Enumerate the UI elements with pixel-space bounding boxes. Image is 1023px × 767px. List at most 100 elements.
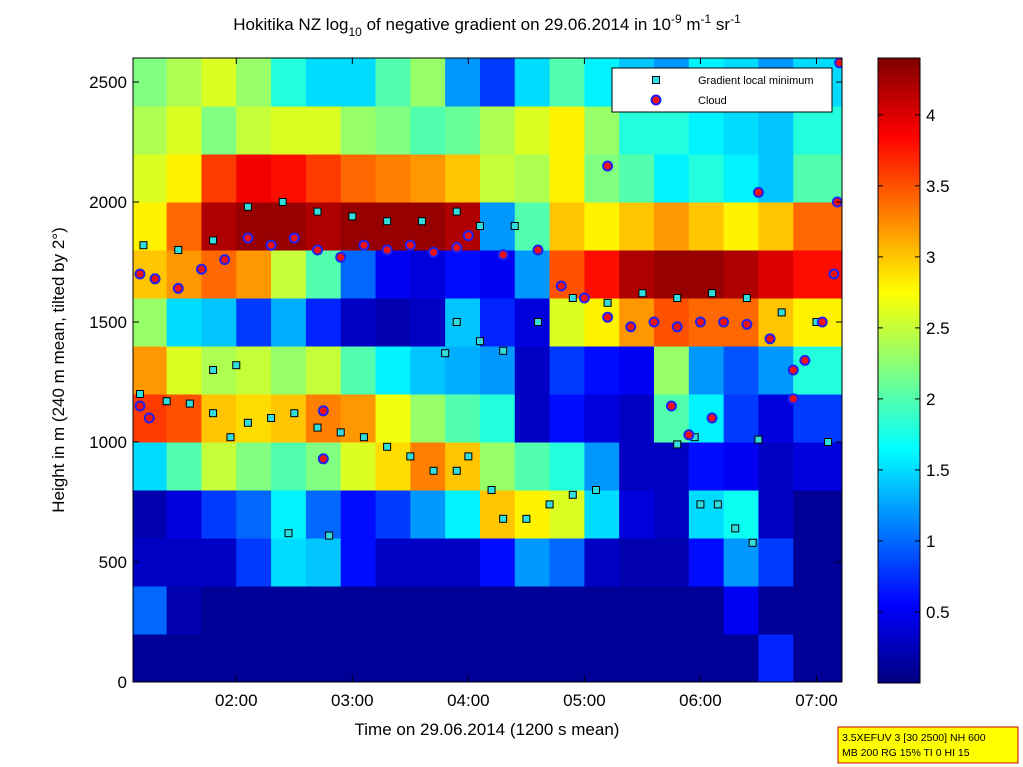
heatmap-cell (133, 154, 168, 203)
point-square (243, 418, 252, 427)
heatmap-cell (375, 346, 411, 395)
point-circle (428, 246, 440, 258)
heatmap-cell (410, 586, 446, 635)
heatmap-cell (549, 202, 585, 251)
point-square (243, 202, 252, 211)
heatmap-cell (166, 298, 202, 347)
heatmap-cell (271, 346, 307, 395)
heatmap-cell (654, 538, 690, 587)
heatmap-cell (166, 154, 202, 203)
heatmap-cell (445, 58, 481, 107)
point-square (708, 289, 717, 298)
point-square (568, 294, 577, 302)
heatmap-cell (688, 490, 725, 539)
heatmap-cell (410, 250, 446, 299)
point-square (638, 289, 647, 298)
heatmap-cell (236, 538, 272, 587)
heatmap-cell (445, 586, 481, 635)
heatmap-cell (133, 202, 168, 251)
heatmap-cell (549, 586, 585, 635)
heatmap-cell (340, 538, 377, 587)
heatmap-cell (479, 538, 516, 587)
heatmap (133, 58, 842, 682)
heatmap-cell (445, 490, 481, 539)
point-square (754, 435, 763, 444)
heatmap-cell (514, 442, 551, 491)
heatmap-cell (654, 202, 690, 251)
heatmap-cell (479, 394, 516, 443)
point-circle (828, 268, 840, 280)
heatmap-cell (723, 202, 759, 251)
heatmap-cell (271, 250, 307, 299)
annotation-box (837, 726, 1019, 764)
x-tick-label: 05:00 (563, 691, 606, 710)
heatmap-cell (549, 154, 585, 203)
heatmap-cell (688, 634, 725, 682)
heatmap-cell (514, 58, 551, 107)
heatmap-cell (201, 586, 237, 635)
point-circle (671, 321, 683, 333)
heatmap-cell (340, 634, 377, 682)
plot-frame (132, 57, 843, 683)
point-square (510, 222, 519, 230)
y-tick-label: 1000 (89, 433, 127, 452)
point-circle (134, 268, 146, 280)
heatmap-cell (305, 394, 342, 443)
point-square (290, 409, 299, 418)
heatmap-cell (410, 106, 446, 155)
heatmap-cell (410, 154, 446, 203)
heatmap-cell (236, 202, 272, 251)
heatmap-cell (793, 394, 842, 443)
heatmap-cell (584, 106, 620, 155)
point-circle (625, 321, 637, 333)
point-square (731, 524, 740, 533)
heatmap-cell (236, 442, 272, 491)
annotation-line: MB 200 RG 15% TI 0 HI 15 (842, 747, 970, 759)
heatmap-cell (445, 538, 481, 587)
colorbar-tick-label: 1.5 (926, 461, 950, 480)
heatmap-cell (236, 298, 272, 347)
point-circle (497, 249, 509, 261)
heatmap-cell (340, 586, 377, 635)
heatmap-cell (688, 586, 725, 635)
annotation-line: 3.5XEFUV 3 [30 2500] NH 600 (842, 732, 986, 744)
point-circle (532, 244, 544, 256)
point-square (748, 538, 757, 547)
heatmap-cell (479, 154, 516, 203)
colorbar-tick-label: 3 (926, 248, 935, 267)
point-square (313, 423, 322, 432)
point-square (359, 433, 368, 442)
heatmap-cell (479, 298, 516, 347)
point-circle (381, 244, 393, 256)
heatmap-cell (758, 250, 794, 299)
heatmap-cell (410, 394, 446, 443)
heatmap-cell (479, 250, 516, 299)
axes: 02:00 03:00 04:00 05:00 06:00 07:00 0 500 1000 15… (89, 58, 842, 710)
heatmap-cell (375, 538, 411, 587)
heatmap-cell (549, 346, 585, 395)
heatmap-cell (619, 202, 655, 251)
heatmap-cell (445, 346, 481, 395)
point-square (568, 490, 577, 499)
heatmap-cell (271, 442, 307, 491)
heatmap-cell (654, 154, 690, 203)
heatmap-cell (410, 202, 446, 251)
legend-label: Cloud (698, 95, 727, 107)
heatmap-cell (133, 634, 168, 682)
heatmap-cell (479, 106, 516, 155)
heatmap-cell (271, 634, 307, 682)
title-sup: -1 (730, 12, 741, 26)
x-axis-label: Time on 29.06.2014 (1200 s mean) (355, 720, 620, 739)
colorbar-tick-label: 2.5 (926, 319, 950, 338)
heatmap-cell (236, 394, 272, 443)
point-square (742, 294, 751, 302)
point-square (652, 76, 660, 84)
point-circle (219, 254, 231, 266)
heatmap-cell (236, 634, 272, 682)
point-square (209, 409, 218, 418)
y-tick-label: 500 (99, 553, 127, 572)
point-square (174, 246, 183, 254)
point-square (777, 308, 786, 317)
heatmap-cell (688, 202, 725, 251)
heatmap-cell (549, 58, 585, 107)
